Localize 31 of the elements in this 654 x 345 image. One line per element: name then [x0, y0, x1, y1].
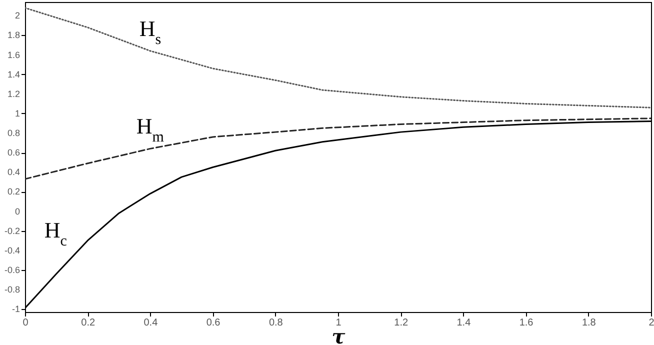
y-tick-label: 1.6: [7, 50, 20, 60]
y-tick-label: 1.4: [7, 69, 20, 80]
x-tick-label: 0.4: [144, 318, 158, 328]
y-tick-label: 0.8: [7, 128, 20, 138]
y-tick-label: -0.6: [4, 264, 20, 275]
y-tick-label: 0: [14, 206, 20, 216]
y-tick-label: -0.8: [4, 284, 20, 295]
y-tick-label: -0.2: [4, 226, 20, 236]
series-label: H$_{m}$: [136, 114, 164, 146]
series-label: H$_{s}$: [139, 16, 162, 48]
y-tick-label: 0.6: [7, 148, 20, 158]
x-tick-label: 1.4: [456, 318, 472, 328]
series-label: H$_{c}$: [44, 218, 68, 250]
y-tick-label: 1.8: [7, 30, 20, 40]
line-series: [25, 118, 651, 180]
y-tick-label: 0.4: [7, 167, 20, 178]
y-tick-label: -0.4: [4, 245, 20, 256]
x-tick-label: 1.6: [519, 318, 534, 328]
y-tick-label: -1: [12, 304, 20, 314]
x-tick-label: 0: [22, 318, 29, 328]
y-tick-label: 1: [14, 108, 20, 118]
x-tick-label: 1.2: [394, 318, 408, 328]
x-tick-label: 0.2: [81, 318, 96, 328]
x-tick-label: 2: [648, 318, 654, 328]
x-tick-label: 0.6: [206, 318, 221, 328]
y-tick-label: 1.2: [7, 88, 20, 99]
y-tick-label: 2: [14, 10, 20, 21]
x-tick-label: 0.8: [268, 318, 284, 328]
line-series: [25, 7, 651, 108]
y-tick-label: 0.2: [7, 186, 20, 197]
x-tick-label: 1.8: [582, 318, 596, 328]
